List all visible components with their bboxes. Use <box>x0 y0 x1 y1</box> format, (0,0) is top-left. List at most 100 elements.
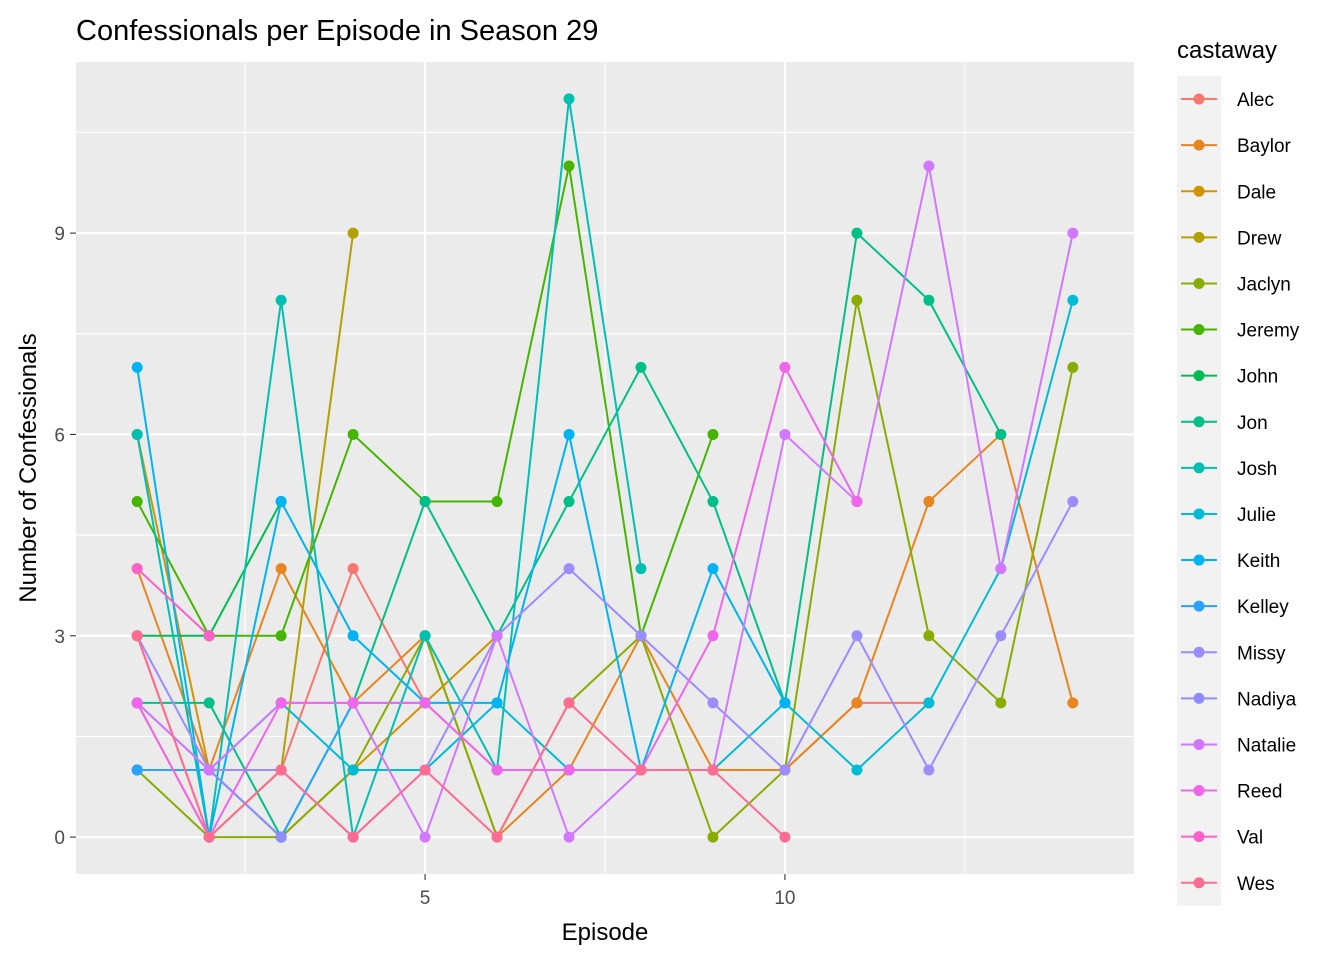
data-point-keith <box>563 428 575 440</box>
legend-label-keith: Keith <box>1237 551 1280 572</box>
data-point-baylor <box>851 697 863 709</box>
y-axis-ticks: 0 3 6 9 <box>54 224 76 849</box>
data-point-wes <box>563 697 575 709</box>
legend-label-val: Val <box>1237 828 1263 849</box>
data-point-baylor <box>923 496 935 508</box>
legend-label-missy: Missy <box>1237 643 1286 664</box>
data-point-alec <box>347 563 359 575</box>
data-point-reed <box>275 697 287 709</box>
legend-key-background <box>1177 76 1221 906</box>
x-tick-label: 5 <box>420 888 431 909</box>
legend-label-john: John <box>1237 367 1278 388</box>
x-axis-title: Episode <box>562 919 649 946</box>
series-points <box>131 93 1079 843</box>
data-point-baylor <box>1067 697 1079 709</box>
legend-label-nadiya: Nadiya <box>1237 689 1297 710</box>
data-point-julie <box>923 697 935 709</box>
data-point-baylor <box>275 563 287 575</box>
data-point-jeremy <box>707 428 719 440</box>
legend-key-point-julie <box>1193 508 1205 520</box>
data-point-reed <box>131 697 143 709</box>
data-point-keith <box>131 361 143 373</box>
legend: castaway Alec Baylor Dale Drew Jaclyn Jeremy J… <box>1177 37 1300 906</box>
legend-key-point-john <box>1193 370 1205 382</box>
legend-key-point-jaclyn <box>1193 277 1205 289</box>
data-point-jaclyn <box>923 630 935 642</box>
data-point-jaclyn <box>851 294 863 306</box>
legend-key-point-nadiya <box>1193 692 1205 704</box>
data-point-josh <box>275 294 287 306</box>
data-point-jeremy <box>491 496 503 508</box>
data-point-reed <box>779 361 791 373</box>
data-point-natalie <box>491 630 503 642</box>
data-point-wes <box>779 831 791 843</box>
data-point-natalie <box>203 764 215 776</box>
data-point-wes <box>635 764 647 776</box>
data-point-wes <box>203 831 215 843</box>
data-point-josh <box>635 563 647 575</box>
legend-key-point-dale <box>1193 185 1205 197</box>
chart-title: Confessionals per Episode in Season 29 <box>76 15 598 47</box>
y-tick-label: 9 <box>54 224 65 245</box>
data-point-keith <box>491 697 503 709</box>
data-point-val <box>131 563 143 575</box>
legend-key-point-kelley <box>1193 600 1205 612</box>
legend-label-wes: Wes <box>1237 874 1275 895</box>
data-point-reed <box>491 764 503 776</box>
data-point-missy <box>707 697 719 709</box>
x-axis-ticks: 5 10 <box>420 874 796 909</box>
data-point-natalie <box>1067 227 1079 239</box>
y-tick-label: 0 <box>54 828 65 849</box>
y-tick-label: 6 <box>54 425 65 446</box>
data-point-missy <box>851 630 863 642</box>
data-point-keith <box>347 630 359 642</box>
data-point-jeremy <box>275 630 287 642</box>
data-point-wes <box>275 764 287 776</box>
data-point-jon <box>707 496 719 508</box>
legend-label-jaclyn: Jaclyn <box>1237 274 1291 295</box>
data-point-jaclyn <box>995 697 1007 709</box>
data-point-julie <box>1067 294 1079 306</box>
data-point-keith <box>275 496 287 508</box>
legend-key-point-alec <box>1193 93 1205 105</box>
data-point-reed <box>707 630 719 642</box>
legend-label-jon: Jon <box>1237 413 1268 434</box>
data-point-jon <box>563 496 575 508</box>
legend-label-baylor: Baylor <box>1237 136 1292 157</box>
data-point-josh <box>563 93 575 105</box>
data-point-missy <box>923 764 935 776</box>
legend-label-dale: Dale <box>1237 182 1276 203</box>
data-point-nadiya <box>275 831 287 843</box>
series-line-jaclyn <box>136 299 1074 839</box>
legend-key-point-val <box>1193 831 1205 843</box>
data-point-val <box>203 630 215 642</box>
data-point-missy <box>995 630 1007 642</box>
data-point-jeremy <box>347 428 359 440</box>
legend-title: castaway <box>1177 37 1277 64</box>
legend-label-reed: Reed <box>1237 782 1282 803</box>
y-tick-label: 3 <box>54 627 65 648</box>
legend-key-point-wes <box>1193 877 1205 889</box>
data-point-jon <box>635 361 647 373</box>
data-point-reed <box>419 697 431 709</box>
legend-key-point-jon <box>1193 416 1205 428</box>
data-point-keith <box>707 563 719 575</box>
data-point-keith <box>779 697 791 709</box>
data-point-natalie <box>563 831 575 843</box>
data-point-julie <box>851 764 863 776</box>
legend-key-point-josh <box>1193 462 1205 474</box>
data-point-missy <box>635 630 647 642</box>
data-point-natalie <box>419 831 431 843</box>
series-line-val <box>136 567 210 637</box>
data-point-jeremy <box>131 496 143 508</box>
data-point-josh <box>131 428 143 440</box>
x-tick-label: 10 <box>774 888 795 909</box>
legend-key-point-jeremy <box>1193 324 1205 336</box>
data-point-jon <box>851 227 863 239</box>
data-point-wes <box>131 630 143 642</box>
data-point-jaclyn <box>1067 361 1079 373</box>
legend-key-point-baylor <box>1193 139 1205 151</box>
data-point-natalie <box>923 160 935 172</box>
data-point-jon <box>923 294 935 306</box>
data-point-missy <box>563 563 575 575</box>
